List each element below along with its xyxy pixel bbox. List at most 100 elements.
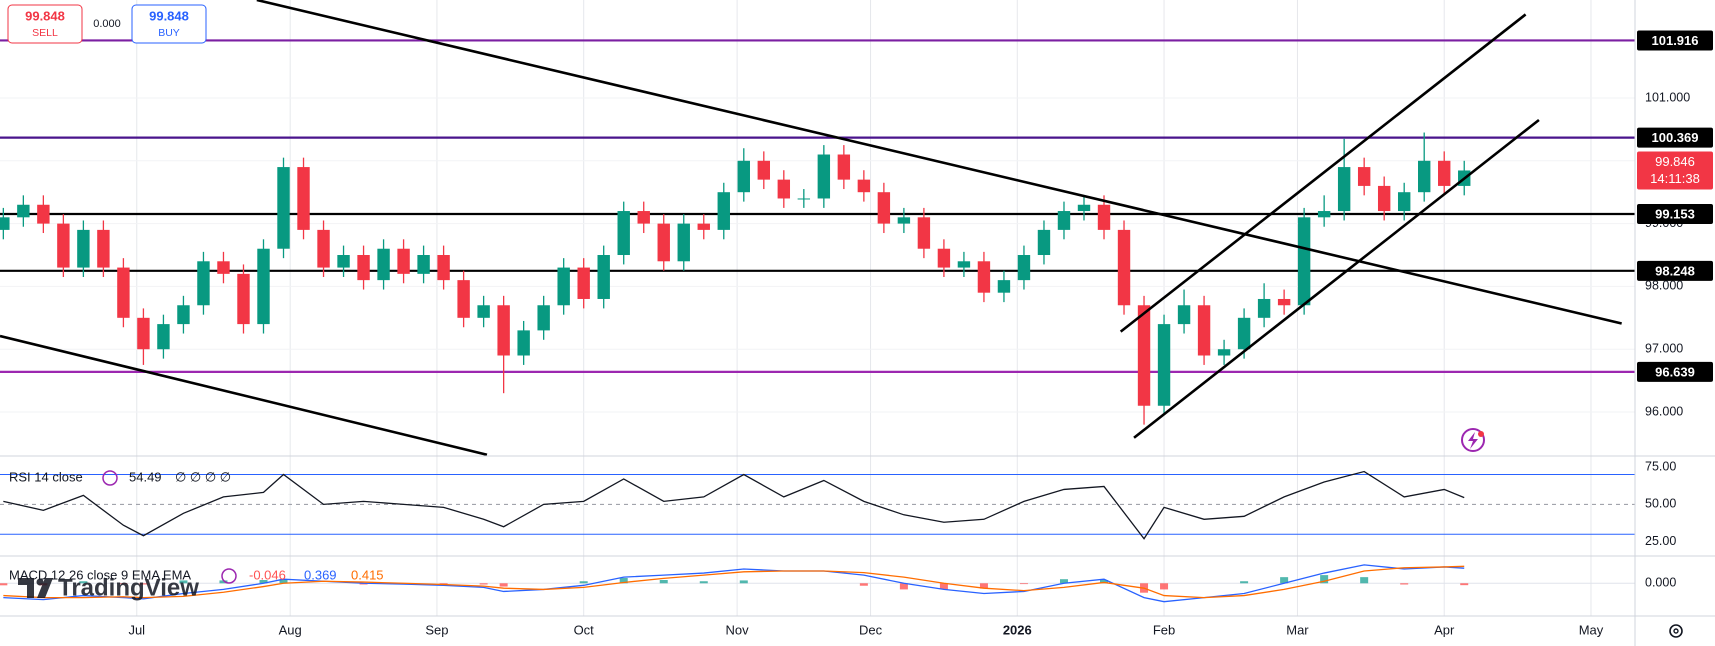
candle-body	[1397, 192, 1411, 212]
candle-body	[117, 267, 130, 318]
candle-body	[1177, 305, 1191, 325]
rsi-value: 54.49	[129, 469, 162, 484]
histogram-bar	[1400, 583, 1409, 585]
trendline	[0, 334, 488, 456]
gear-hub	[1673, 628, 1679, 634]
histogram-bar	[579, 581, 588, 584]
x-tick-label: Apr	[1434, 622, 1455, 637]
y-tick-label: 97.000	[1645, 342, 1683, 356]
histogram-bar	[1460, 583, 1469, 586]
y-tick-label: 96.000	[1645, 404, 1683, 418]
spread: 0.000	[93, 18, 121, 30]
level-label: 101.916	[1652, 33, 1699, 48]
rsi-line	[3, 470, 1465, 540]
histogram-bar	[979, 583, 988, 589]
level-label: 98.248	[1655, 263, 1695, 278]
histogram-bar	[659, 580, 668, 584]
histogram-bar	[1019, 583, 1028, 585]
candle-body	[777, 179, 791, 199]
watermark-logo	[36, 578, 44, 586]
buy-button[interactable]	[131, 4, 207, 44]
x-tick-label: Oct	[574, 622, 595, 637]
current-price: 99.846	[1655, 154, 1695, 169]
candle-body	[1257, 298, 1271, 318]
x-tick-label: Sep	[425, 622, 448, 637]
histogram-bar	[179, 580, 188, 584]
rsi-extra: ∅ ∅ ∅ ∅	[175, 469, 231, 484]
candle-body	[1077, 204, 1091, 212]
candle-body	[277, 167, 290, 249]
histogram-bar	[1240, 581, 1249, 584]
sell-button[interactable]	[7, 4, 83, 44]
trade-panel[interactable]: 99.848 SELL 0.000 99.848 BUY	[7, 4, 207, 44]
y-tick-label: 50.00	[1645, 497, 1676, 511]
watermark-text: TradingView	[58, 574, 199, 601]
icon-ring	[1461, 428, 1485, 452]
candle-body	[677, 223, 690, 262]
candle-body	[1237, 317, 1251, 350]
level-label-box	[1637, 30, 1713, 51]
histogram-bar	[1160, 583, 1169, 590]
histogram-bar	[499, 583, 508, 587]
candle-body	[637, 211, 650, 224]
candle-body	[1317, 211, 1331, 218]
x-tick-label: Jul	[128, 622, 145, 637]
candle-body	[257, 248, 270, 325]
lightning-icon[interactable]	[1461, 428, 1485, 452]
x-tick-label: Nov	[726, 622, 750, 637]
histogram-bar	[1280, 577, 1289, 584]
icon-dot	[1478, 431, 1484, 437]
candle-body	[457, 280, 470, 318]
histogram-bar	[939, 583, 948, 590]
candle-body	[377, 248, 390, 281]
candle-body	[297, 167, 310, 230]
candle-body	[317, 229, 330, 268]
candle-body	[1097, 204, 1111, 230]
trendline	[1133, 118, 1540, 439]
histogram-bar	[1059, 579, 1068, 584]
candle-body	[657, 223, 670, 262]
histogram-bar	[219, 580, 228, 584]
candle-body	[437, 255, 450, 281]
histogram-value: -0.046	[249, 567, 286, 582]
candle-body	[937, 248, 951, 268]
candle-body	[1277, 298, 1291, 306]
histogram-bar	[619, 577, 628, 584]
countdown: 14:11:38	[1650, 171, 1700, 186]
x-tick-label: Aug	[279, 622, 302, 637]
level-label-box	[1637, 361, 1713, 382]
candle-body	[897, 217, 911, 224]
level-label: 99.153	[1655, 206, 1695, 221]
histogram-bar	[699, 581, 708, 584]
candle-body	[517, 330, 530, 356]
histogram-bar	[739, 580, 748, 584]
histogram-bar	[439, 583, 448, 585]
candle-body	[57, 223, 70, 268]
macd-line	[3, 564, 1465, 603]
candle-body	[557, 267, 570, 306]
candle-body	[837, 154, 851, 180]
candle-body	[1157, 324, 1171, 406]
watermark: TradingView	[18, 574, 199, 601]
settings-icon[interactable]	[1669, 624, 1683, 638]
candle-body	[577, 267, 590, 299]
candle-body	[1037, 229, 1051, 256]
histogram-bar	[119, 583, 128, 585]
candle-body	[1438, 160, 1451, 186]
labels: Jul Aug Sep Oct Nov Dec 2026 Feb Mar Apr May 96.000…	[9, 30, 1713, 637]
signal-line	[3, 565, 1465, 599]
candle-body	[1057, 211, 1071, 230]
candle-body	[1197, 305, 1211, 356]
candle-body	[177, 305, 190, 325]
macd-value: 0.369	[304, 567, 337, 582]
x-tick-label: Feb	[1153, 622, 1175, 637]
histogram-bar	[79, 581, 88, 584]
histogram-bar	[1100, 580, 1109, 584]
y-tick-label: 98.000	[1645, 279, 1683, 293]
price-box	[1637, 151, 1713, 190]
grid	[0, 0, 1635, 616]
level-label: 96.639	[1655, 364, 1695, 379]
candle-body	[977, 261, 991, 293]
